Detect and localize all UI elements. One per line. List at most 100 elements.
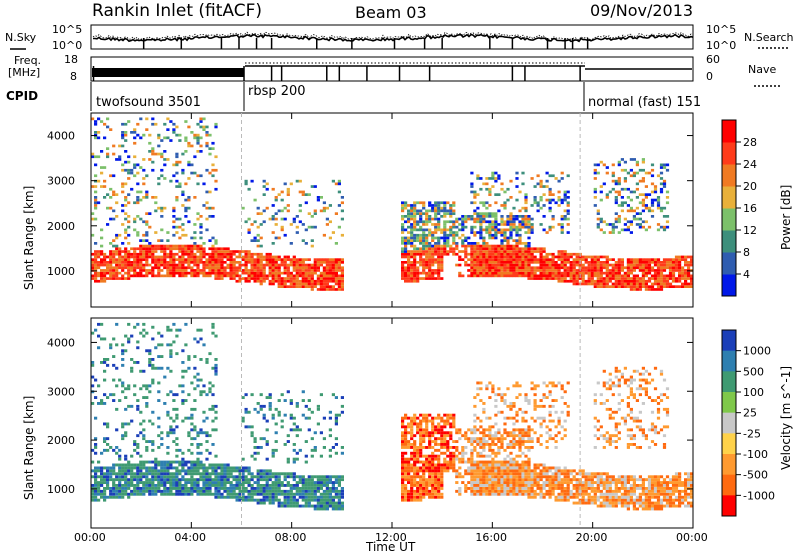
heatmap-cell — [593, 274, 597, 278]
heatmap-cell — [319, 288, 323, 291]
heatmap-cell — [130, 274, 134, 278]
heatmap-cell — [181, 463, 185, 467]
heatmap-cell — [253, 277, 257, 280]
heatmap-cell — [103, 440, 107, 443]
heatmap-cell — [295, 487, 299, 490]
heatmap-cell — [244, 498, 248, 502]
heatmap-cell — [446, 228, 450, 232]
heatmap-cell — [602, 266, 606, 270]
heatmap-cell — [190, 163, 194, 167]
heatmap-cell — [557, 258, 561, 261]
heatmap-cell — [401, 252, 405, 256]
heatmap-cell — [614, 279, 618, 283]
heatmap-cell — [521, 271, 525, 275]
heatmap-cell — [199, 428, 203, 432]
heatmap-cell — [130, 255, 134, 259]
heatmap-cell — [497, 174, 501, 178]
heatmap-cell — [422, 242, 426, 245]
heatmap-cell — [109, 393, 113, 397]
heatmap-cell — [509, 258, 513, 261]
heatmap-cell — [250, 434, 254, 438]
heatmap-cell — [449, 431, 453, 435]
heatmap-cell — [109, 489, 113, 493]
heatmap-cell — [106, 125, 110, 129]
heatmap-cell — [431, 233, 435, 237]
heatmap-cell — [163, 469, 167, 473]
heatmap-cell — [247, 252, 251, 256]
heatmap-cell — [289, 487, 293, 490]
heatmap-cell — [181, 399, 185, 402]
heatmap-cell — [422, 440, 426, 443]
heatmap-cell — [244, 179, 248, 183]
heatmap-cell — [106, 266, 110, 270]
heatmap-cell — [202, 481, 206, 484]
heatmap-cell — [166, 263, 170, 267]
heatmap-cell — [455, 263, 459, 267]
heatmap-cell — [121, 390, 125, 394]
colorbar-swatch — [722, 186, 736, 209]
heatmap-cell — [169, 274, 173, 278]
heatmap-cell — [548, 269, 552, 272]
heatmap-cell — [404, 416, 408, 420]
heatmap-cell — [617, 261, 621, 264]
heatmap-cell — [286, 204, 290, 207]
heatmap-cell — [283, 443, 287, 446]
heatmap-cell — [262, 487, 266, 490]
heatmap-cell — [118, 258, 122, 261]
heatmap-cell — [467, 440, 471, 443]
heatmap-cell — [563, 193, 567, 196]
heatmap-cell — [286, 492, 290, 496]
heatmap-cell — [304, 501, 308, 505]
heatmap-cell — [145, 349, 149, 353]
heatmap-cell — [461, 451, 465, 455]
heatmap-cell — [407, 236, 411, 240]
heatmap-cell — [292, 220, 296, 224]
heatmap-cell — [154, 487, 158, 490]
heatmap-cell — [524, 247, 528, 251]
heatmap-cell — [304, 263, 308, 267]
heatmap-cell — [253, 487, 257, 490]
heatmap-cell — [289, 492, 293, 496]
heatmap-cell — [259, 437, 263, 441]
heatmap-cell — [407, 431, 411, 435]
heatmap-cell — [518, 269, 522, 272]
heatmap-cell — [211, 478, 215, 482]
heatmap-cell — [259, 475, 263, 479]
heatmap-cell — [142, 266, 146, 270]
heatmap-cell — [334, 288, 338, 291]
heatmap-cell — [298, 179, 302, 183]
heatmap-cell — [506, 187, 510, 191]
heatmap-cell — [226, 478, 230, 482]
heatmap-cell — [259, 244, 263, 248]
heatmap-cell — [256, 266, 260, 270]
heatmap-cell — [461, 446, 465, 449]
heatmap-cell — [127, 155, 131, 159]
heatmap-cell — [175, 258, 179, 261]
heatmap-cell — [428, 492, 432, 496]
heatmap-cell — [548, 206, 552, 210]
heatmap-cell — [542, 255, 546, 259]
heatmap-cell — [313, 495, 317, 499]
heatmap-cell — [443, 231, 447, 234]
heatmap-cell — [91, 274, 95, 278]
heatmap-cell — [250, 223, 254, 226]
heatmap-cell — [665, 201, 670, 205]
heatmap-cell — [506, 239, 510, 242]
heatmap-cell — [407, 217, 411, 221]
heatmap-cell — [217, 492, 221, 496]
heatmap-cell — [139, 478, 143, 482]
heatmap-cell — [443, 422, 447, 426]
heatmap-cell — [157, 239, 161, 242]
heatmap-cell — [319, 285, 323, 288]
heatmap-cell — [422, 252, 426, 256]
heatmap-cell — [190, 250, 194, 253]
heatmap-cell — [509, 220, 513, 224]
heatmap-cell — [289, 242, 293, 245]
heatmap-cell — [422, 212, 426, 215]
heatmap-cell — [136, 434, 140, 438]
heatmap-cell — [644, 258, 648, 261]
heatmap-cell — [488, 233, 492, 237]
heatmap-cell — [461, 481, 465, 484]
heatmap-cell — [587, 269, 591, 272]
heatmap-cell — [322, 478, 326, 482]
